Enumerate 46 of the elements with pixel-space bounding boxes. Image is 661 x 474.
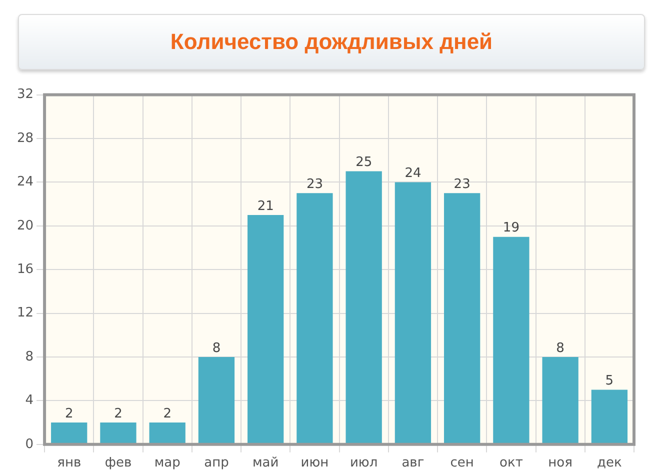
x-tick-label: май: [252, 456, 279, 471]
x-tick-label: апр: [204, 456, 229, 471]
data-label: 2: [64, 406, 74, 422]
x-tick-label: июл: [350, 456, 378, 471]
y-tick-label: 32: [16, 87, 34, 102]
data-label: 2: [114, 406, 122, 422]
x-tick-label: янв: [57, 456, 82, 471]
x-tick-label: авг: [402, 456, 424, 471]
bar: [248, 214, 284, 444]
bar: [51, 422, 88, 444]
x-tick-label: июн: [300, 456, 329, 471]
bar: [346, 171, 382, 444]
bar: [493, 236, 530, 444]
y-tick-label: 4: [25, 393, 34, 408]
data-label: 2: [163, 406, 172, 422]
y-tick-label: 28: [16, 130, 34, 146]
chart-title: Количество дождливых дней: [18, 14, 645, 70]
y-tick-label: 8: [25, 349, 34, 364]
data-label: 8: [212, 340, 221, 356]
bar: [296, 193, 333, 444]
x-tick-label: фев: [104, 456, 132, 471]
y-tick-label: 24: [16, 174, 34, 190]
data-label: 8: [556, 340, 564, 356]
bar: [394, 182, 432, 444]
data-label: 25: [356, 155, 372, 170]
y-tick-label: 20: [16, 218, 34, 234]
y-tick-label: 12: [16, 306, 34, 321]
data-label: 24: [404, 166, 422, 182]
x-tick-label: ноя: [548, 456, 572, 471]
data-label: 21: [257, 198, 274, 214]
bar: [198, 357, 235, 444]
bar: [100, 422, 136, 444]
x-tick-label: сен: [450, 456, 474, 471]
data-label: 23: [454, 177, 470, 192]
x-tick-label: мар: [154, 456, 180, 471]
x-tick-label: окт: [500, 456, 524, 471]
bar: [542, 357, 578, 444]
data-label: 5: [605, 374, 614, 389]
data-label: 23: [306, 177, 323, 192]
x-tick-label: дек: [597, 456, 622, 471]
bar: [444, 193, 480, 444]
bar: [149, 422, 186, 444]
y-tick-label: 16: [16, 262, 34, 277]
data-label: 19: [502, 220, 520, 236]
y-tick-label: 0: [25, 436, 34, 452]
bar: [591, 390, 628, 444]
